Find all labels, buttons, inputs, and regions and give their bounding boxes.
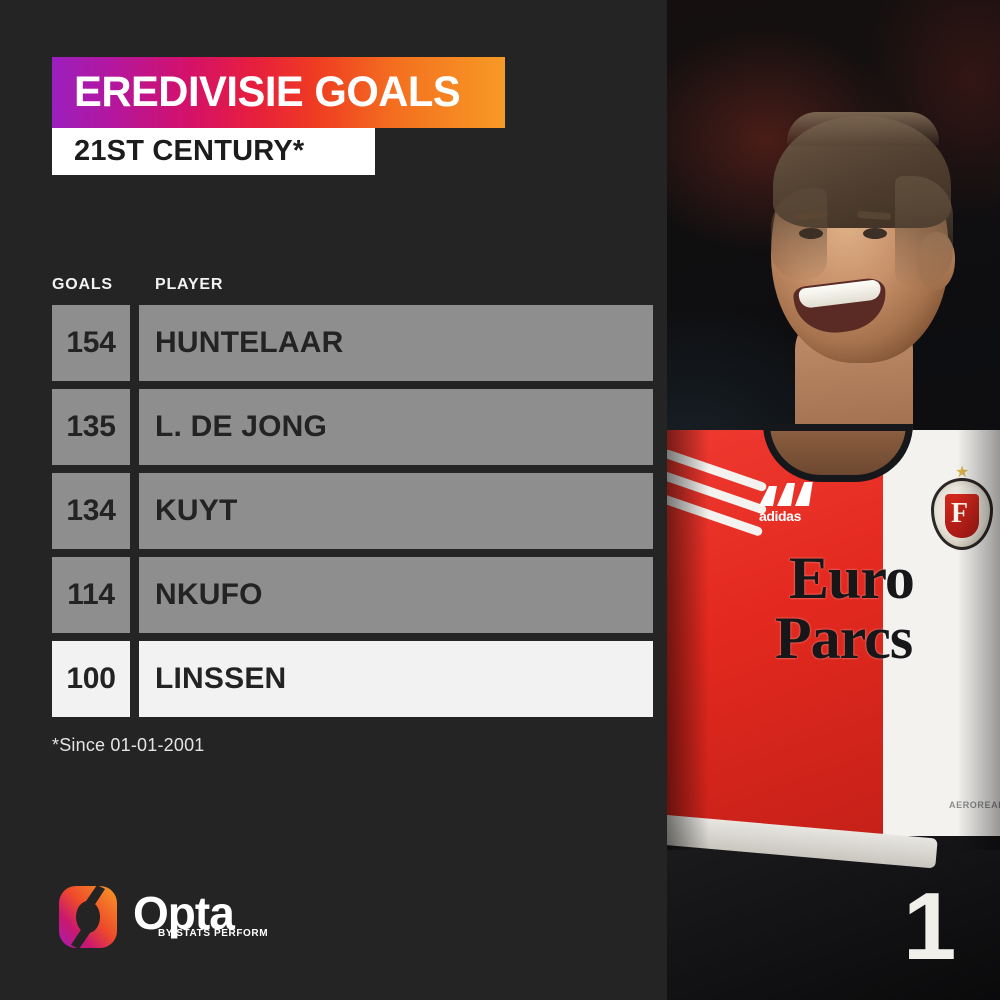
player-name: HUNTELAAR [155, 326, 344, 359]
player-name: KUYT [155, 494, 238, 527]
opta-logo-mark-icon [59, 885, 117, 949]
player-cell: LINSSEN [139, 641, 653, 717]
player-cell: NKUFO [139, 557, 653, 633]
jersey-shadow-left [667, 430, 709, 850]
eye-left [799, 228, 823, 239]
shorts [667, 836, 1000, 1000]
footnote: *Since 01-01-2001 [52, 735, 205, 755]
subtitle-banner: 21ST CENTURY* [52, 128, 375, 175]
jersey-sponsor: Euro Parcs [775, 545, 1000, 678]
table-row-highlighted[interactable]: 100 LINSSEN [52, 641, 653, 717]
table-row[interactable]: 135 L. DE JONG [52, 389, 653, 465]
page-title: EREDIVISIE GOALS [74, 68, 461, 116]
goals-cell: 100 [52, 641, 130, 717]
goals-cell: 135 [52, 389, 130, 465]
player-cell: KUYT [139, 473, 653, 549]
player-cell: HUNTELAAR [139, 305, 653, 381]
hair-spikes [787, 112, 939, 146]
goals-cell: 114 [52, 557, 130, 633]
goals-value: 154 [66, 326, 116, 359]
table-header-row: GOALS PLAYER [52, 276, 653, 296]
shorts-number: 1 [903, 873, 959, 980]
eye-right [863, 228, 887, 239]
sponsor-line-2: Parcs [775, 605, 913, 671]
content-panel: EREDIVISIE GOALS 21ST CENTURY* GOALS PLA… [52, 57, 653, 950]
goals-value: 114 [67, 578, 115, 611]
player-name: LINSSEN [155, 662, 287, 695]
goals-value: 100 [66, 662, 116, 695]
goals-cell: 154 [52, 305, 130, 381]
title-banner: EREDIVISIE GOALS [52, 57, 505, 128]
player-photo: adidas Euro Parcs F ★ AEROREADY 1 [667, 0, 1000, 1000]
player-name: NKUFO [155, 578, 263, 611]
column-header-goals: GOALS [52, 276, 113, 293]
table-row[interactable]: 154 HUNTELAAR [52, 305, 653, 381]
hair-fade-right [895, 176, 953, 286]
opta-word: Opta [133, 887, 235, 939]
opta-logo: Opta BY STATS PERFORM [57, 884, 269, 950]
page-subtitle: 21ST CENTURY* [74, 135, 305, 167]
adidas-logo-icon: adidas [757, 480, 821, 524]
opta-subline: BY STATS PERFORM [158, 928, 269, 939]
goals-value: 135 [66, 410, 116, 443]
column-header-player: PLAYER [155, 276, 224, 293]
ranking-table: 154 HUNTELAAR 135 L. DE JONG 134 [52, 305, 653, 725]
sponsor-line-1: Euro [789, 545, 915, 611]
adidas-wordmark: adidas [759, 508, 801, 524]
goals-cell: 134 [52, 473, 130, 549]
jersey-shadow-right [957, 430, 1000, 850]
opta-wordmark: Opta BY STATS PERFORM [133, 887, 269, 946]
player-name: L. DE JONG [155, 410, 328, 443]
goals-value: 134 [66, 494, 116, 527]
table-row[interactable]: 114 NKUFO [52, 557, 653, 633]
table-row[interactable]: 134 KUYT [52, 473, 653, 549]
player-cell: L. DE JONG [139, 389, 653, 465]
